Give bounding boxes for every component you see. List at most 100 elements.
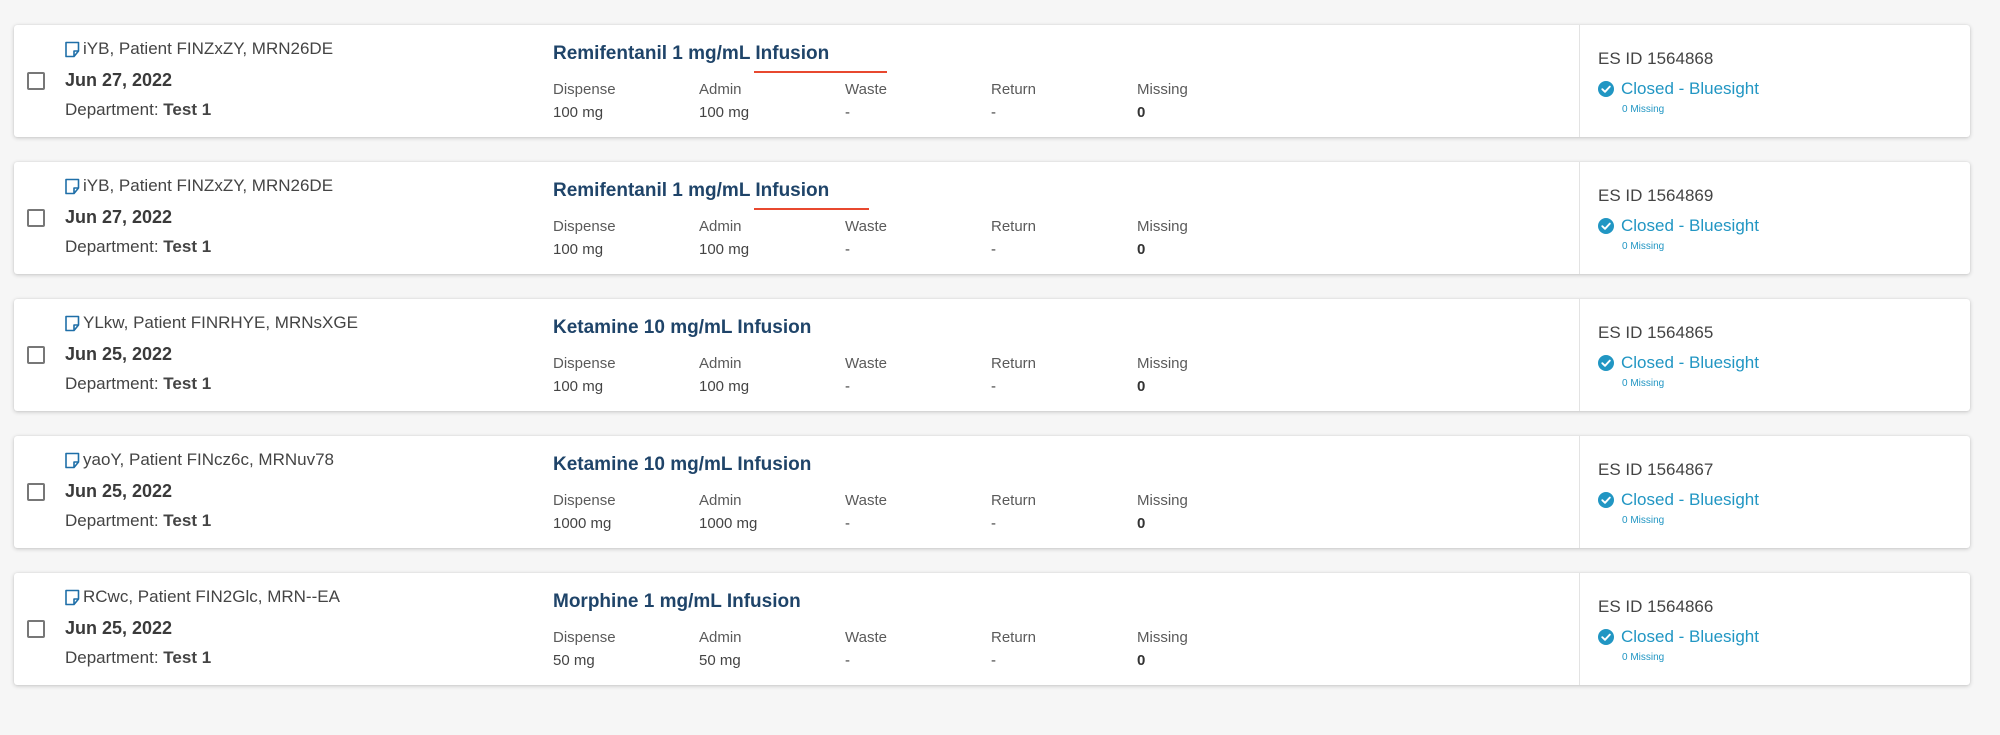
status-text: Closed - Bluesight xyxy=(1621,490,1759,509)
admin-label: Admin xyxy=(699,218,742,235)
admin-column: Admin 100 mg xyxy=(699,81,749,121)
return-column: Return - xyxy=(991,355,1036,395)
return-column: Return - xyxy=(991,218,1036,258)
status-link[interactable]: Closed - Bluesight xyxy=(1598,216,1759,236)
missing-label: Missing xyxy=(1137,81,1188,98)
admin-label: Admin xyxy=(699,629,742,646)
dispense-column: Dispense 100 mg xyxy=(553,81,616,121)
check-circle-icon xyxy=(1598,629,1614,645)
column-divider xyxy=(1579,436,1580,548)
waste-value: - xyxy=(845,515,850,532)
return-label: Return xyxy=(991,218,1037,235)
es-id: ES ID 1564867 xyxy=(1598,460,1714,479)
status-text: Closed - Bluesight xyxy=(1621,627,1759,646)
return-value: - xyxy=(991,515,996,532)
missing-label: Missing xyxy=(1137,492,1188,509)
dispense-label: Dispense xyxy=(553,81,616,98)
department-value: Test 1 xyxy=(163,374,212,393)
missing-count-note: 0 Missing xyxy=(1622,652,1665,663)
return-column: Return - xyxy=(991,81,1036,121)
medication-name[interactable]: Ketamine 10 mg/mL Infusion xyxy=(553,454,812,475)
select-checkbox[interactable] xyxy=(27,346,45,364)
missing-count-note: 0 Missing xyxy=(1622,241,1665,252)
waste-column: Waste - xyxy=(845,492,887,532)
admin-column: Admin 100 mg xyxy=(699,355,749,395)
department-label: Department: xyxy=(65,648,159,667)
note-icon[interactable] xyxy=(64,452,81,469)
department: Department: Test 1 xyxy=(65,100,211,120)
record-date: Jun 27, 2022 xyxy=(65,207,173,227)
select-checkbox[interactable] xyxy=(27,483,45,501)
patient-info: iYB, Patient FINZxZY, MRN26DE xyxy=(64,176,333,196)
return-label: Return xyxy=(991,81,1037,98)
column-divider xyxy=(1579,162,1580,274)
status-text: Closed - Bluesight xyxy=(1621,79,1759,98)
medication-name[interactable]: Remifentanil 1 mg/mL Infusion xyxy=(553,43,830,64)
check-circle-icon xyxy=(1598,355,1614,371)
medication-underline xyxy=(754,71,887,73)
patient-name: iYB, Patient FINZxZY, MRN26DE xyxy=(83,39,334,58)
status-link[interactable]: Closed - Bluesight xyxy=(1598,627,1759,647)
admin-value: 50 mg xyxy=(699,652,741,669)
es-id: ES ID 1564868 xyxy=(1598,49,1714,68)
dispense-value: 100 mg xyxy=(553,378,604,395)
select-checkbox[interactable] xyxy=(27,209,45,227)
department: Department: Test 1 xyxy=(65,374,211,394)
department-value: Test 1 xyxy=(163,648,212,667)
medication-name[interactable]: Remifentanil 1 mg/mL Infusion xyxy=(553,180,830,201)
admin-label: Admin xyxy=(699,81,742,98)
department-label: Department: xyxy=(65,100,159,119)
medication-underline xyxy=(754,208,869,210)
dispense-label: Dispense xyxy=(553,355,616,372)
status-link[interactable]: Closed - Bluesight xyxy=(1598,79,1759,99)
waste-value: - xyxy=(845,241,850,258)
waste-value: - xyxy=(845,378,850,395)
es-id: ES ID 1564866 xyxy=(1598,597,1714,616)
admin-label: Admin xyxy=(699,492,742,509)
department-value: Test 1 xyxy=(163,237,212,256)
column-divider xyxy=(1579,573,1580,685)
select-checkbox[interactable] xyxy=(27,72,45,90)
patient-name: YLkw, Patient FINRHYE, MRNsXGE xyxy=(83,313,358,332)
note-icon[interactable] xyxy=(64,178,81,195)
department: Department: Test 1 xyxy=(65,511,211,531)
medication-name[interactable]: Morphine 1 mg/mL Infusion xyxy=(553,591,801,612)
return-value: - xyxy=(991,104,996,121)
missing-label: Missing xyxy=(1137,218,1188,235)
return-label: Return xyxy=(991,629,1037,646)
note-icon[interactable] xyxy=(64,41,81,58)
patient-info: YLkw, Patient FINRHYE, MRNsXGE xyxy=(64,313,358,333)
check-circle-icon xyxy=(1598,218,1614,234)
waste-column: Waste - xyxy=(845,81,887,121)
es-id: ES ID 1564865 xyxy=(1598,323,1714,342)
department-label: Department: xyxy=(65,374,159,393)
admin-column: Admin 50 mg xyxy=(699,629,742,669)
patient-info: iYB, Patient FINZxZY, MRN26DE xyxy=(64,39,333,59)
department: Department: Test 1 xyxy=(65,237,211,257)
dispense-label: Dispense xyxy=(553,629,616,646)
missing-value: 0 xyxy=(1137,515,1146,532)
patient-name: iYB, Patient FINZxZY, MRN26DE xyxy=(83,176,334,195)
admin-label: Admin xyxy=(699,355,742,372)
return-value: - xyxy=(991,241,996,258)
medication-name[interactable]: Ketamine 10 mg/mL Infusion xyxy=(553,317,812,338)
dispense-column: Dispense 50 mg xyxy=(553,629,616,669)
department-label: Department: xyxy=(65,237,159,256)
department-label: Department: xyxy=(65,511,159,530)
dispense-column: Dispense 100 mg xyxy=(553,218,616,258)
waste-label: Waste xyxy=(845,218,887,235)
dispense-column: Dispense 1000 mg xyxy=(553,492,616,532)
dispense-label: Dispense xyxy=(553,492,616,509)
missing-value: 0 xyxy=(1137,104,1146,121)
select-checkbox[interactable] xyxy=(27,620,45,638)
status-link[interactable]: Closed - Bluesight xyxy=(1598,353,1759,373)
note-icon[interactable] xyxy=(64,315,81,332)
patient-name: yaoY, Patient FINcz6c, MRNuv78 xyxy=(83,450,335,469)
status-text: Closed - Bluesight xyxy=(1621,353,1759,372)
dispense-value: 100 mg xyxy=(553,241,604,258)
admin-value: 100 mg xyxy=(699,241,750,258)
note-icon[interactable] xyxy=(64,589,81,606)
admin-column: Admin 1000 mg xyxy=(699,492,757,532)
status-link[interactable]: Closed - Bluesight xyxy=(1598,490,1759,510)
admin-value: 1000 mg xyxy=(699,515,758,532)
